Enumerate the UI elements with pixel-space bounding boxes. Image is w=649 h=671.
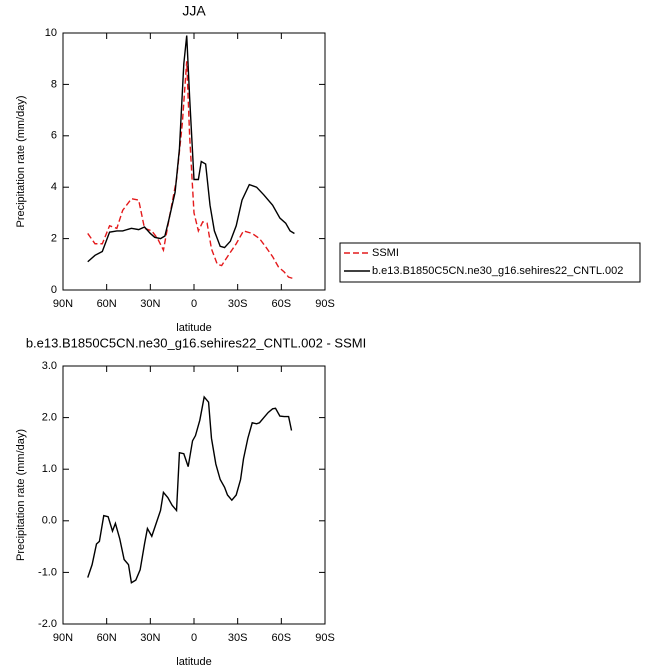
x-tick-label: 0 xyxy=(191,298,197,310)
plot-frame xyxy=(62,32,326,291)
line-series xyxy=(87,35,295,263)
legend-label: b.e13.B1850C5CN.ne30_g16.sehires22_CNTL.… xyxy=(372,265,623,277)
x-tick-label: 60N xyxy=(97,632,117,644)
y-tick-label: 2 xyxy=(51,233,57,245)
y-tick-label: -2.0 xyxy=(38,618,57,630)
y-tick-label: 6 xyxy=(51,130,57,142)
y-tick-label: -1.0 xyxy=(38,566,57,578)
y-tick-label: 10 xyxy=(45,27,57,39)
x-tick-label: 0 xyxy=(191,632,197,644)
y-axis-label: Precipitation rate (mm/day) xyxy=(15,95,27,227)
x-tick-label: 90S xyxy=(315,298,335,310)
line-series xyxy=(87,395,293,584)
chart-title: JJA xyxy=(182,3,206,19)
legend-label: SSMI xyxy=(372,247,399,259)
x-tick-label: 30N xyxy=(140,298,160,310)
line-series xyxy=(87,61,294,280)
y-tick-label: 3.0 xyxy=(42,360,57,372)
y-axis-label: Precipitation rate (mm/day) xyxy=(15,429,27,561)
x-tick-label: 90N xyxy=(53,632,73,644)
x-tick-label: 90N xyxy=(53,298,73,310)
chart-title: b.e13.B1850C5CN.ne30_g16.sehires22_CNTL.… xyxy=(26,335,366,350)
y-tick-label: 2.0 xyxy=(42,412,57,424)
x-tick-label: 60S xyxy=(272,632,292,644)
y-tick-label: 4 xyxy=(51,181,57,193)
y-tick-label: 0 xyxy=(51,284,57,296)
legend-box xyxy=(339,242,641,283)
y-tick-label: 1.0 xyxy=(42,463,57,475)
x-tick-label: 30S xyxy=(228,298,248,310)
y-tick-label: 0.0 xyxy=(42,515,57,527)
x-axis-label: latitude xyxy=(176,322,211,334)
x-tick-label: 30S xyxy=(228,632,248,644)
x-tick-label: 60S xyxy=(272,298,292,310)
x-tick-label: 30N xyxy=(140,632,160,644)
x-tick-label: 60N xyxy=(97,298,117,310)
x-axis-label: latitude xyxy=(176,656,211,668)
x-tick-label: 90S xyxy=(315,632,335,644)
y-tick-label: 8 xyxy=(51,78,57,90)
plot-frame xyxy=(62,365,326,625)
